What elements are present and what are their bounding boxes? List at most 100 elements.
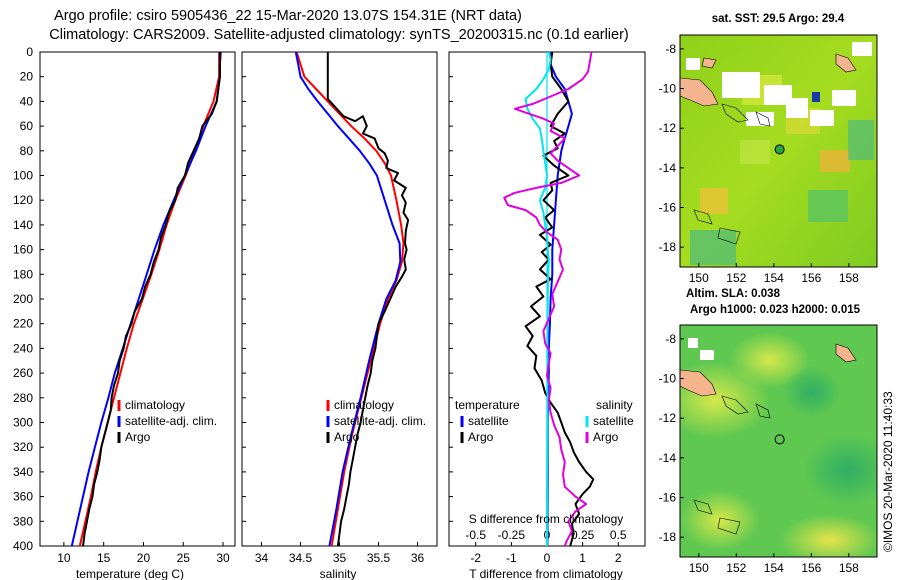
map-lon-label: 152 [726, 561, 746, 575]
difference-legend: temperature satellite Argo salinity sate… [455, 398, 634, 444]
map-lat-label: -16 [659, 491, 677, 505]
x-tick-label: 1 [579, 551, 586, 565]
x-tick-label: 30 [216, 551, 230, 565]
depth-tick-label: 240 [13, 341, 33, 355]
salinity-series [294, 51, 410, 547]
map-lon-label: 154 [764, 561, 784, 575]
depth-tick-label: 300 [13, 416, 33, 430]
legend-satellite-label: satellite-adj. clim. [334, 414, 426, 428]
map-lat-label: -14 [659, 451, 677, 465]
sla-map-subtitle: Argo h1000: 0.023 h2000: 0.015 [690, 304, 861, 316]
series-line-satellite-adj-clim- [294, 51, 402, 547]
depth-tick-label: 180 [13, 267, 33, 281]
x-tick-label: 34.5 [289, 551, 313, 565]
sla-map-title: Altim. SLA: 0.038 [686, 288, 781, 300]
legend-temperature-heading: temperature [455, 398, 520, 412]
s-diff-tick-label: 0.5 [610, 528, 627, 542]
depth-tick-label: 200 [13, 292, 33, 306]
depth-tick-label: 400 [13, 539, 33, 553]
sla-map-axes: 150 152 154 156 158 -8 -10 -12 -14 -16 -18 [659, 332, 860, 575]
depth-tick-label: 160 [13, 243, 33, 257]
sst-map-axes: 150 152 154 156 158 -8 -10 -12 -14 -16 -18 [659, 42, 860, 285]
map-lon-label: 158 [839, 561, 859, 575]
sst-map-frame [679, 34, 878, 268]
s-diff-tick-label: 0.25 [571, 528, 595, 542]
map-lat-label: -8 [665, 332, 676, 346]
depth-tick-label: 360 [13, 490, 33, 504]
x-tick-label: 35.5 [367, 551, 391, 565]
x-tick-label: -2 [470, 551, 481, 565]
map-lat-label: -10 [659, 372, 677, 386]
map-lat-label: -18 [659, 240, 677, 254]
series-line-climatology [78, 52, 221, 547]
map-lon-label: 154 [764, 271, 784, 285]
x-tick-label: 36 [411, 551, 425, 565]
x-tick-label: 2 [615, 551, 622, 565]
t-difference-axis-label: T difference from climatology [469, 567, 623, 580]
salinity-panel: 34 34.5 35 35.5 36 climatology satellite-adj… [241, 51, 438, 580]
depth-tick-label: 220 [13, 317, 33, 331]
x-tick-label: 35 [333, 551, 347, 565]
series-line-argo [82, 51, 222, 547]
depth-axis: 0 20 40 60 80 100 120 140 160 180 200 220 240 260 280 3… [13, 45, 453, 553]
map-lat-label: -16 [659, 201, 677, 215]
map-lon-label: 156 [801, 561, 821, 575]
x-tick-label: 34 [255, 551, 269, 565]
depth-tick-label: 0 [26, 45, 33, 59]
sst-map-panel: sat. SST: 29.5 Argo: 29.4 [659, 13, 878, 285]
s-diff-tick-label: -0.5 [465, 528, 486, 542]
x-tick-label: 0 [544, 551, 551, 565]
salinity-legend: climatology satellite-adj. clim. Argo [326, 398, 426, 444]
legend-s-satellite-label: satellite [593, 414, 634, 428]
depth-tick-label: 340 [13, 465, 33, 479]
legend-climatology-label: climatology [334, 398, 394, 412]
depth-tick-label: 80 [20, 144, 34, 158]
title-line-1: Argo profile: csiro 5905436_22 15-Mar-20… [54, 8, 522, 24]
difference-series [503, 51, 595, 547]
depth-tick-label: 320 [13, 440, 33, 454]
s-difference-axis-label: S difference from climatology [469, 512, 624, 526]
depth-tick-label: 100 [13, 169, 33, 183]
t-difference-x-axis: -2 -1 0 1 2 [470, 542, 622, 565]
sla-map-panel: Altim. SLA: 0.038 Argo h1000: 0.023 h200… [659, 288, 878, 575]
map-lat-label: -12 [659, 411, 677, 425]
map-lat-label: -14 [659, 161, 677, 175]
sla-map-field [680, 325, 877, 557]
map-lon-label: 156 [801, 271, 821, 285]
x-tick-label: 25 [177, 551, 191, 565]
temperature-panel: 0 20 40 60 80 100 120 140 160 180 200 220 240 260 280 3… [13, 45, 453, 580]
difference-panel: -2 -1 0 1 2 -0.5 -0.25 0 0.25 0.5 temperature sa… [448, 51, 646, 580]
map-lon-label: 150 [689, 561, 709, 575]
legend-s-argo-label: Argo [593, 430, 619, 444]
series-line-salinity-argo [503, 51, 593, 547]
x-tick-label: 10 [57, 551, 71, 565]
map-lat-label: -8 [665, 42, 676, 56]
map-lat-label: -18 [659, 530, 677, 544]
depth-tick-label: 380 [13, 514, 33, 528]
depth-tick-label: 120 [13, 193, 33, 207]
title-line-2: Climatology: CARS2009. Satellite-adjuste… [49, 27, 629, 43]
argo-position-marker [774, 434, 785, 445]
series-line-salinity-satellite [524, 51, 552, 546]
temperature-axis-label: temperature (deg C) [76, 567, 184, 580]
depth-tick-label: 260 [13, 366, 33, 380]
depth-tick-label: 20 [20, 70, 34, 84]
x-tick-label: 15 [97, 551, 111, 565]
depth-tick-label: 140 [13, 218, 33, 232]
x-tick-label: -1 [506, 551, 517, 565]
legend-climatology-label: climatology [125, 398, 185, 412]
legend-t-argo-label: Argo [468, 430, 494, 444]
map-lon-label: 150 [689, 271, 709, 285]
legend-satellite-label: satellite-adj. clim. [125, 414, 217, 428]
series-line-temperature-argo [524, 51, 595, 547]
map-lat-label: -12 [659, 121, 677, 135]
map-lat-label: -10 [659, 82, 677, 96]
salinity-axis-label: salinity [320, 567, 357, 580]
argo-position-marker [774, 144, 785, 155]
temperature-legend: climatology satellite-adj. clim. Argo [117, 398, 217, 444]
temperature-x-axis: 10 15 20 25 30 [57, 542, 230, 565]
map-lon-label: 152 [726, 271, 746, 285]
depth-tick-label: 60 [20, 119, 34, 133]
depth-tick-label: 40 [20, 94, 34, 108]
